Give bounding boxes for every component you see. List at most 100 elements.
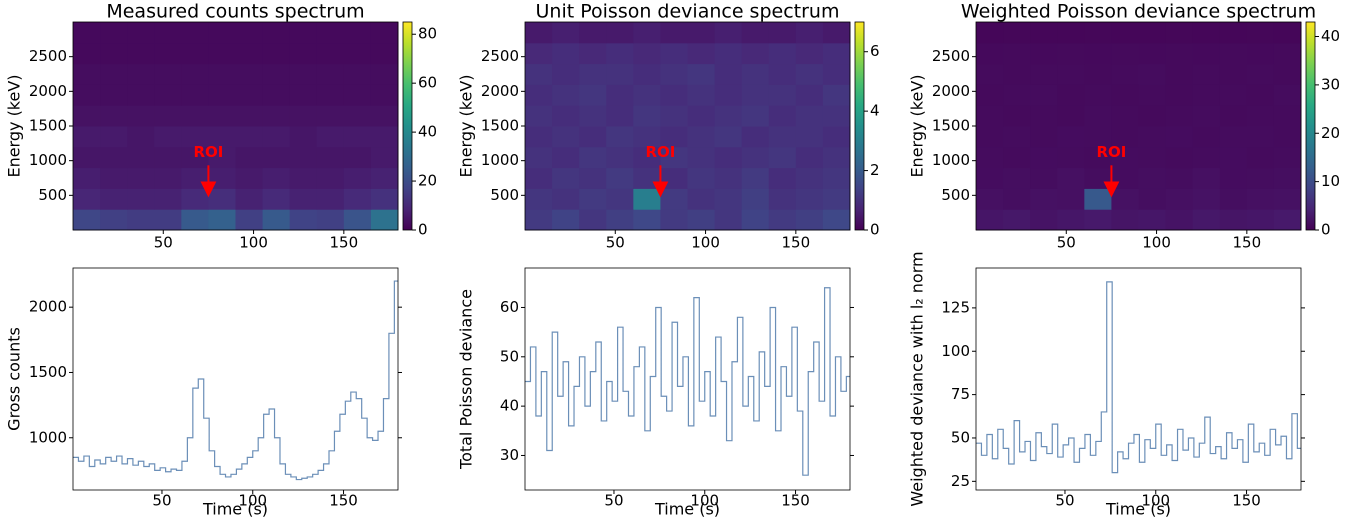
heat-cell	[1057, 188, 1085, 210]
heat-cell	[1057, 63, 1085, 85]
heat-cell	[660, 22, 688, 44]
heat-cell	[289, 188, 318, 210]
heat-cell	[1084, 63, 1112, 85]
plot-frame	[524, 267, 851, 491]
x-tick-label: 50	[1055, 492, 1074, 510]
heat-cell	[552, 84, 580, 106]
heat-cell	[579, 42, 607, 65]
y-tick-label: 2500	[932, 47, 970, 65]
heat-cell	[73, 63, 101, 85]
heat-cell	[976, 42, 1004, 65]
heat-cell	[1084, 209, 1112, 231]
heat-cell	[100, 146, 128, 169]
heat-cell	[1138, 126, 1167, 148]
heat-cell	[525, 188, 553, 210]
heat-cell	[154, 105, 182, 127]
y-tick-label: 25	[951, 472, 970, 490]
x-tick-label: 100	[691, 234, 720, 252]
heat-cell	[687, 42, 716, 65]
heat-cell	[154, 126, 182, 148]
heat-cell	[795, 167, 824, 189]
heat-cell	[525, 105, 553, 127]
heat-cell	[154, 146, 182, 169]
colorbar-tick-label: 4	[870, 102, 880, 120]
heat-cell	[370, 42, 399, 65]
y-tick-label: 1000	[932, 151, 970, 169]
heat-cell	[73, 22, 101, 44]
chart-title: Measured counts spectrum	[106, 1, 364, 23]
heat-cell	[289, 105, 318, 127]
heat-cell	[714, 63, 743, 85]
y-tick-label: 2000	[29, 298, 67, 316]
heat-cell	[208, 105, 236, 127]
heat-cell	[262, 209, 291, 231]
heat-cell	[1273, 209, 1302, 231]
heat-cell	[1219, 126, 1248, 148]
heat-cell	[73, 84, 101, 106]
y-axis-label: Gross counts	[5, 327, 24, 431]
heat-cell	[1219, 209, 1248, 231]
heat-cell	[1273, 84, 1302, 106]
heat-cell	[741, 22, 770, 44]
heat-cell	[1003, 126, 1031, 148]
heat-cell	[1219, 188, 1248, 210]
heat-cell	[100, 22, 128, 44]
heat-cell	[1030, 188, 1058, 210]
heat-cell	[1030, 42, 1058, 65]
heat-cell	[768, 126, 797, 148]
heat-cell	[741, 42, 770, 65]
heat-cell	[1111, 42, 1139, 65]
heat-cell	[633, 42, 661, 65]
heat-cell	[1165, 146, 1194, 169]
heat-cell	[976, 84, 1004, 106]
heat-cell	[822, 22, 851, 44]
heat-cell	[235, 209, 264, 231]
heat-cell	[1273, 188, 1302, 210]
heat-cell	[1003, 209, 1031, 231]
colorbar-tick-label: 60	[418, 74, 437, 92]
heat-cell	[976, 105, 1004, 127]
heat-cell	[768, 188, 797, 210]
heat-cell	[633, 146, 661, 169]
annotation-text: ROI	[193, 143, 223, 161]
heat-cell	[1246, 63, 1275, 85]
heat-cell	[289, 209, 318, 231]
heat-cell	[127, 167, 155, 189]
heat-cell	[1138, 188, 1167, 210]
heat-cell	[127, 105, 155, 127]
heat-cell	[262, 22, 291, 44]
heat-cell	[1138, 209, 1167, 231]
heat-cell	[687, 167, 716, 189]
y-tick-label: 125	[941, 298, 970, 316]
heat-cell	[1030, 84, 1058, 106]
heat-cell	[687, 209, 716, 231]
heat-cell	[1084, 42, 1112, 65]
heat-cell	[552, 126, 580, 148]
heat-cell	[795, 22, 824, 44]
heat-cell	[1030, 22, 1058, 44]
heat-cell	[525, 63, 553, 85]
heat-cell	[579, 167, 607, 189]
heat-cell	[579, 209, 607, 231]
heat-cell	[1111, 126, 1139, 148]
heat-cell	[73, 167, 101, 189]
heat-cell	[606, 209, 634, 231]
heat-cell	[1165, 209, 1194, 231]
heat-cell	[1246, 146, 1275, 169]
heat-cell	[1057, 209, 1085, 231]
heat-cell	[1165, 105, 1194, 127]
heat-cell	[741, 188, 770, 210]
heat-cell	[289, 63, 318, 85]
heat-cell	[1003, 63, 1031, 85]
heat-cell	[1057, 22, 1085, 44]
heat-cell	[1165, 188, 1194, 210]
heat-cell	[1084, 188, 1112, 210]
heat-cell	[822, 167, 851, 189]
heat-cell	[976, 126, 1004, 148]
heat-cell	[127, 22, 155, 44]
heat-cell	[343, 209, 372, 231]
heat-cell	[976, 167, 1004, 189]
heat-cell	[714, 167, 743, 189]
y-tick-label: 50	[951, 428, 970, 446]
